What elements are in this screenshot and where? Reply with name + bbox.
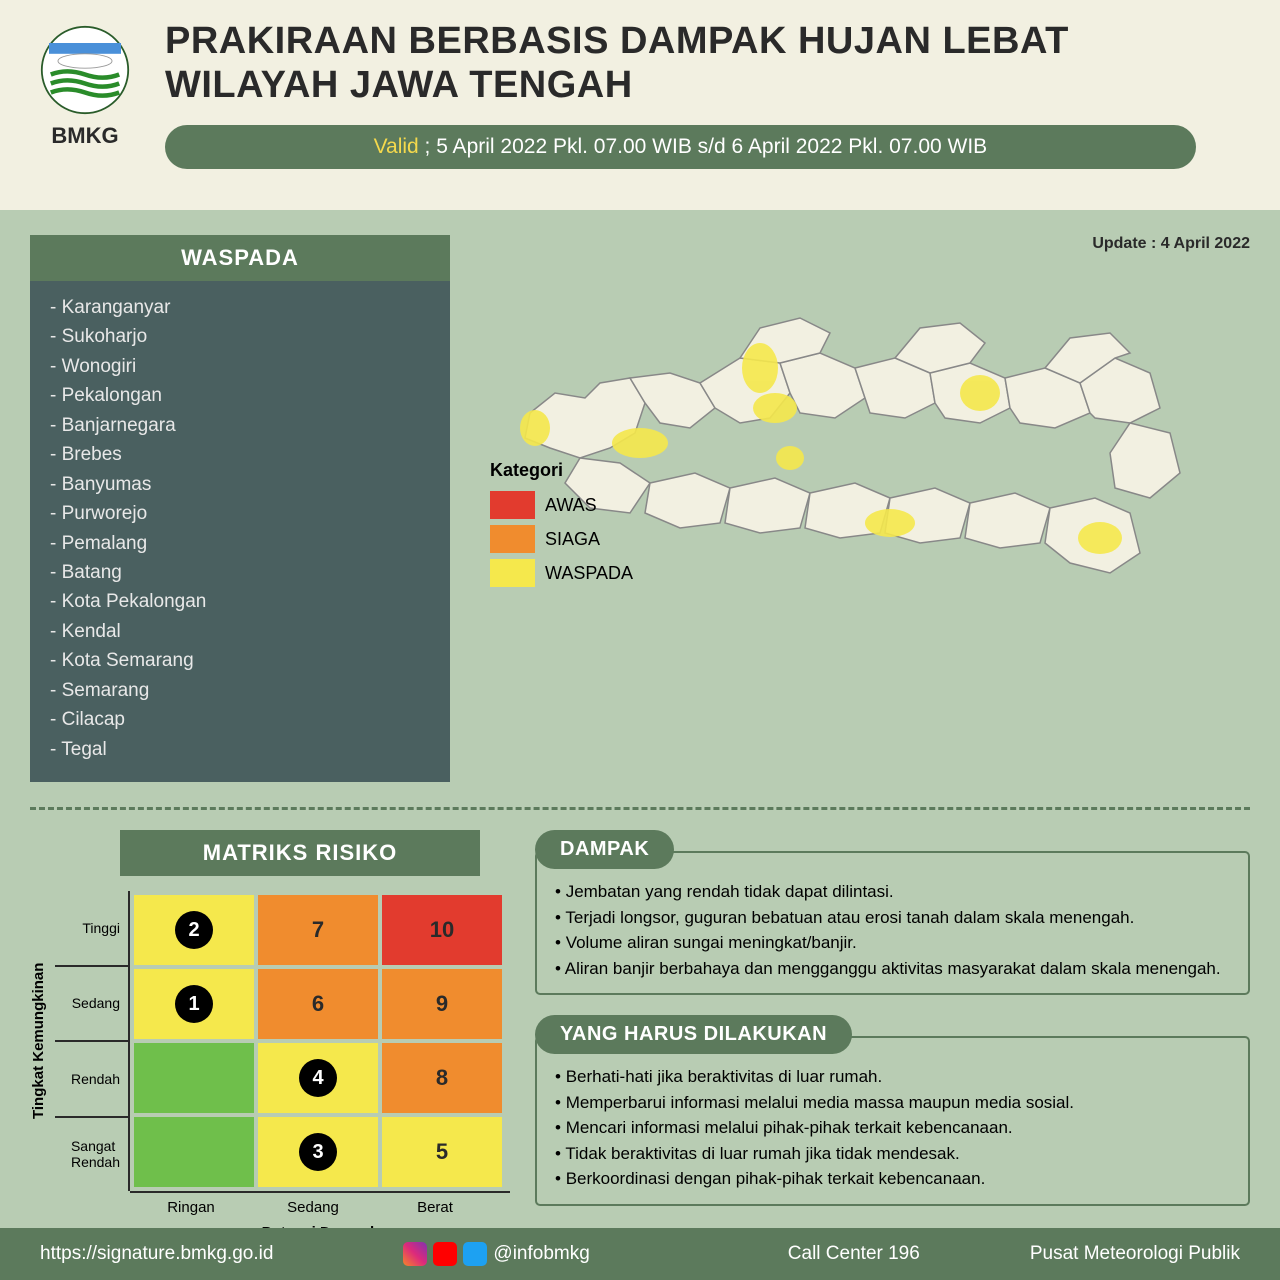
footer-url: https://signature.bmkg.go.id — [40, 1243, 273, 1265]
footer-handle: @infobmkg — [493, 1243, 589, 1265]
dampak-body: Jembatan yang rendah tidak dapat dilinta… — [535, 851, 1250, 995]
matrix-y-axis: Tingkat Kemungkinan — [30, 891, 55, 1191]
matrix-y-label: Sedang — [55, 965, 128, 1041]
matrix-x-label: Sedang — [252, 1199, 374, 1216]
info-panel: DAMPAK Jembatan yang rendah tidak dapat … — [535, 830, 1250, 1241]
valid-bar: Valid ; 5 April 2022 Pkl. 07.00 WIB s/d … — [165, 125, 1196, 169]
valid-label: Valid — [374, 135, 419, 158]
matrix-y-label: Tinggi — [55, 891, 128, 965]
valid-text: ; 5 April 2022 Pkl. 07.00 WIB s/d 6 Apri… — [419, 135, 987, 158]
legend-item: AWAS — [490, 491, 633, 519]
waspada-list: - Karanganyar- Sukoharjo- Wonogiri- Peka… — [30, 281, 450, 782]
matrix-cell: 5 — [382, 1117, 502, 1187]
logo-label: BMKG — [51, 123, 118, 149]
header-text: PRAKIRAAN BERBASIS DAMPAK HUJAN LEBAT WI… — [165, 20, 1250, 190]
footer-org: Pusat Meteorologi Publik — [1030, 1243, 1240, 1265]
matrix-cell: 10 — [382, 895, 502, 965]
matrix-x-labels: RinganSedangBerat — [130, 1191, 510, 1216]
matrix-y-label: Rendah — [55, 1040, 128, 1116]
twitter-icon — [463, 1242, 487, 1266]
list-item: Aliran banjir berbahaya dan mengganggu a… — [555, 956, 1230, 982]
matrix-title: MATRIKS RISIKO — [120, 830, 480, 876]
map-area: Kategori AWAS SIAGA WASPADA — [490, 263, 1250, 593]
matrix-cell: 6 — [258, 969, 378, 1039]
waspada-header: WASPADA — [30, 235, 450, 281]
content-bottom: MATRIKS RISIKO Tingkat Kemungkinan Tingg… — [0, 830, 1280, 1241]
list-item: Jembatan yang rendah tidak dapat dilinta… — [555, 879, 1230, 905]
legend: Kategori AWAS SIAGA WASPADA — [490, 460, 633, 593]
map-panel: Update : 4 April 2022 — [490, 235, 1250, 782]
list-item: Volume aliran sungai meningkat/banjir. — [555, 930, 1230, 956]
matrix-panel: MATRIKS RISIKO Tingkat Kemungkinan Tingg… — [30, 830, 510, 1241]
content-top: WASPADA - Karanganyar- Sukoharjo- Wonogi… — [0, 210, 1280, 802]
tindakan-header: YANG HARUS DILAKUKAN — [535, 1015, 852, 1054]
legend-item: SIAGA — [490, 525, 633, 553]
matrix-x-label: Berat — [374, 1199, 496, 1216]
update-label: Update : 4 April 2022 — [490, 235, 1250, 253]
list-item: Berkoordinasi dengan pihak-pihak terkait… — [555, 1166, 1230, 1192]
legend-item: WASPADA — [490, 559, 633, 587]
matrix-y-labels: TinggiSedangRendahSangatRendah — [55, 891, 130, 1191]
dampak-header: DAMPAK — [535, 830, 674, 869]
footer-social: @infobmkg — [403, 1242, 589, 1266]
list-item: Terjadi longsor, guguran bebatuan atau e… — [555, 905, 1230, 931]
waspada-panel: WASPADA - Karanganyar- Sukoharjo- Wonogi… — [30, 235, 450, 782]
matrix-cell: 9 — [382, 969, 502, 1039]
footer-call: Call Center 196 — [788, 1243, 920, 1265]
matrix-cell: 8 — [382, 1043, 502, 1113]
list-item: Memperbarui informasi melalui media mass… — [555, 1090, 1230, 1116]
list-item: Tidak beraktivitas di luar rumah jika ti… — [555, 1141, 1230, 1167]
matrix-cell — [134, 1117, 254, 1187]
divider — [30, 807, 1250, 810]
matrix-y-label: SangatRendah — [55, 1116, 128, 1192]
matrix-cell: 4 — [258, 1043, 378, 1113]
matrix-grid: 2710 1694835 — [130, 891, 506, 1191]
tindakan-body: Berhati-hati jika beraktivitas di luar r… — [535, 1036, 1250, 1206]
matrix-cell: 2 — [134, 895, 254, 965]
logo: BMKG — [30, 20, 140, 190]
bmkg-logo-icon — [40, 25, 130, 115]
page-title: PRAKIRAAN BERBASIS DAMPAK HUJAN LEBAT WI… — [165, 20, 1250, 107]
header: BMKG PRAKIRAAN BERBASIS DAMPAK HUJAN LEB… — [0, 0, 1280, 210]
matrix-x-label: Ringan — [130, 1199, 252, 1216]
matrix-cell — [134, 1043, 254, 1113]
list-item: Mencari informasi melalui pihak-pihak te… — [555, 1115, 1230, 1141]
matrix-cell: 3 — [258, 1117, 378, 1187]
list-item: Berhati-hati jika beraktivitas di luar r… — [555, 1064, 1230, 1090]
instagram-icon — [403, 1242, 427, 1266]
youtube-icon — [433, 1242, 457, 1266]
footer: https://signature.bmkg.go.id @infobmkg C… — [0, 1228, 1280, 1280]
matrix-cell: 1 — [134, 969, 254, 1039]
legend-title: Kategori — [490, 460, 633, 481]
matrix-cell: 7 — [258, 895, 378, 965]
